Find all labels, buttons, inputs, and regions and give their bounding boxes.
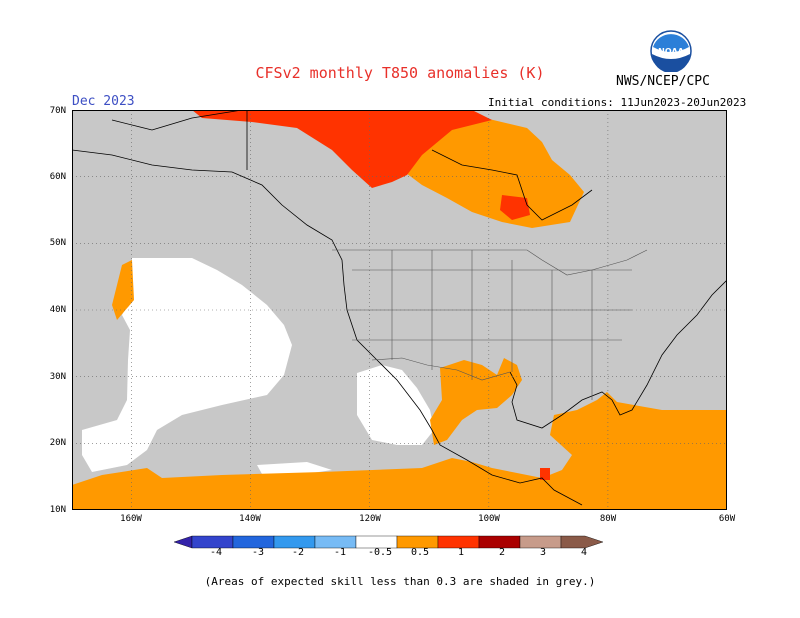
- neutral-area-pacific: [82, 258, 292, 472]
- initial-conditions-label: Initial conditions: 11Jun2023-20Jun2023: [488, 96, 747, 109]
- x-tick-label: 160W: [120, 514, 142, 524]
- y-tick-label: 10N: [49, 505, 66, 515]
- y-tick-label: 30N: [49, 372, 66, 382]
- colorbar-label: 3: [539, 547, 547, 558]
- colorbar-label: -4: [209, 547, 223, 558]
- colorbar: [174, 535, 604, 549]
- coastline-gulf: [509, 279, 727, 429]
- y-tick-label: 70N: [49, 106, 66, 116]
- map-frame: [72, 110, 727, 510]
- warm-area-pacific-coast: [112, 260, 134, 320]
- y-tick-label: 60N: [49, 172, 66, 182]
- colorbar-label: 4: [580, 547, 588, 558]
- colorbar-segment: [174, 535, 193, 549]
- warm-area-tropics: [72, 392, 727, 510]
- colorbar-label: -0.5: [367, 547, 393, 558]
- colorbar-segment: [560, 535, 604, 549]
- agency-label: NWS/NCEP/CPC: [616, 74, 710, 89]
- y-tick-label: 20N: [49, 438, 66, 448]
- colorbar-label: -1: [333, 547, 347, 558]
- coastline-hudson: [431, 149, 593, 221]
- x-tick-label: 60W: [718, 514, 736, 524]
- svg-text:NOAA: NOAA: [658, 47, 684, 56]
- hot-area-canada-north: [192, 110, 492, 188]
- chart-title: CFSv2 monthly T850 anomalies (K): [255, 64, 545, 82]
- hot-area-central-america: [540, 468, 550, 480]
- coastline-arctic: [111, 110, 243, 131]
- month-label: Dec 2023: [72, 94, 135, 109]
- x-tick-label: 80W: [599, 514, 617, 524]
- x-tick-label: 140W: [239, 514, 261, 524]
- x-tick-label: 120W: [359, 514, 381, 524]
- colorbar-label: 1: [457, 547, 465, 558]
- warm-area-mexico: [430, 358, 522, 445]
- x-tick-label: 100W: [478, 514, 500, 524]
- colorbar-label: -3: [251, 547, 265, 558]
- colorbar-label: 0.5: [410, 547, 430, 558]
- coastline-west: [72, 149, 583, 506]
- noaa-logo: NOAA: [650, 30, 692, 72]
- skill-note: (Areas of expected skill less than 0.3 a…: [204, 575, 596, 588]
- y-tick-label: 40N: [49, 305, 66, 315]
- hot-area-labrador: [500, 195, 530, 220]
- y-tick-label: 50N: [49, 238, 66, 248]
- us-mexico-border: [371, 357, 511, 381]
- us-canada-border: [332, 249, 648, 276]
- anomaly-map: [72, 110, 727, 510]
- colorbar-label: 2: [498, 547, 506, 558]
- colorbar-label: -2: [291, 547, 305, 558]
- neutral-area-california: [357, 365, 434, 445]
- warm-area-canada: [387, 115, 584, 228]
